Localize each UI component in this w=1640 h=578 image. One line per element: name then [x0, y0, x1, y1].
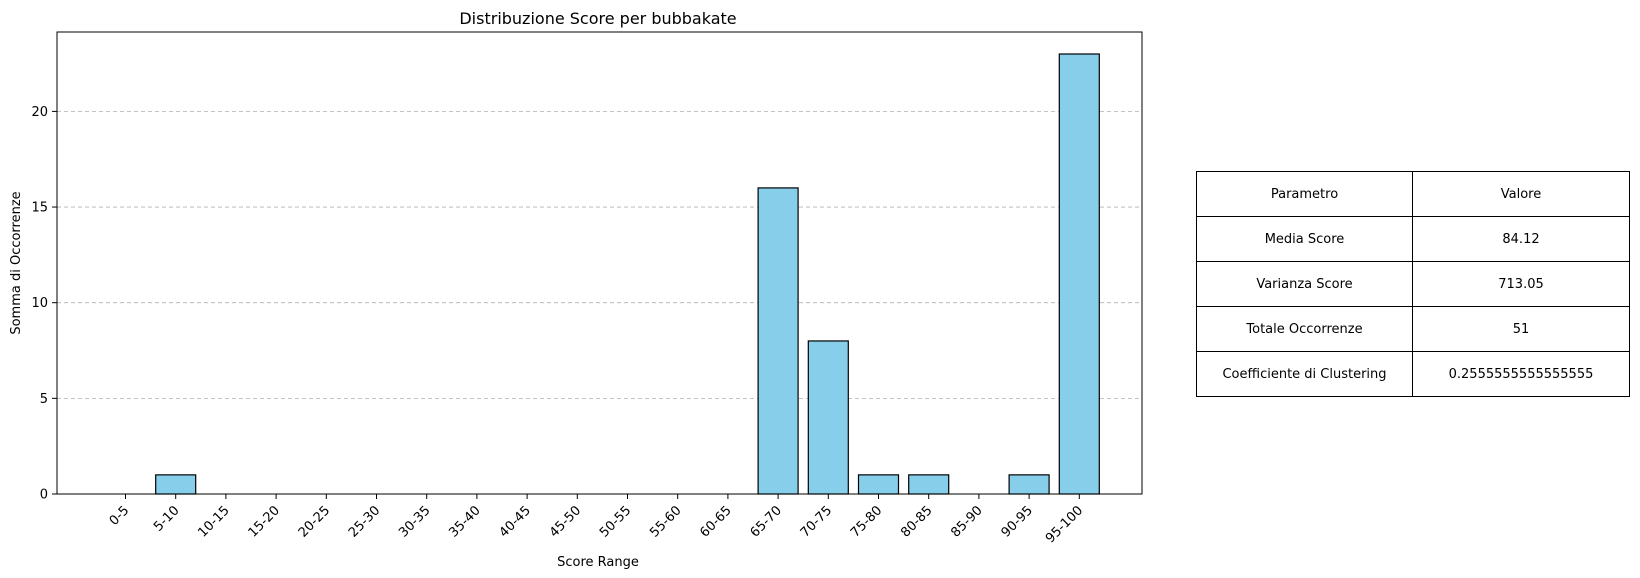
x-tick-label: 50-55: [597, 503, 634, 540]
x-tick-label: 55-60: [647, 503, 684, 540]
x-tick-label: 95-100: [1043, 503, 1086, 546]
bar-80-85: [908, 474, 950, 495]
x-tick-label: 85-90: [948, 503, 985, 540]
bars: [155, 53, 1100, 495]
table-row: Coefficiente di Clustering 0.25555555555…: [1195, 351, 1630, 397]
grid-lines: [57, 110, 1142, 399]
x-tick-label: 0-5: [107, 503, 133, 529]
chart-title: Distribuzione Score per bubbakate: [459, 9, 736, 28]
table-cell-value: 713.05: [1412, 261, 1630, 307]
x-tick-label: 80-85: [898, 503, 935, 540]
table-header-value: Valore: [1412, 171, 1630, 217]
x-tick-label: 15-20: [246, 503, 283, 540]
x-tick-label: 25-30: [346, 503, 383, 540]
plot-frame: [56, 31, 1143, 495]
table-cell-param: Coefficiente di Clustering: [1195, 351, 1414, 397]
x-tick-label: 5-10: [151, 503, 182, 534]
x-tick-label: 90-95: [999, 503, 1036, 540]
bar-75-80: [857, 474, 900, 495]
table-cell-param: Totale Occorrenze: [1195, 306, 1414, 352]
table-header-row: Parametro Valore: [1195, 171, 1630, 217]
table-cell-param: Varianza Score: [1195, 261, 1414, 307]
y-tick-label: 15: [31, 201, 48, 216]
bar-65-70: [757, 187, 799, 495]
table-header-param: Parametro: [1195, 171, 1414, 217]
x-axis-label: Score Range: [557, 555, 639, 570]
x-tick-label: 20-25: [296, 503, 333, 540]
x-tick-label: 40-45: [497, 503, 534, 540]
bar-95-100: [1058, 53, 1100, 495]
y-tick-label: 0: [40, 488, 48, 503]
x-tick-label: 75-80: [848, 503, 885, 540]
x-tick-label: 65-70: [748, 503, 785, 540]
table-row: Totale Occorrenze 51: [1195, 306, 1630, 352]
x-tick-label: 70-75: [798, 503, 835, 540]
bar-70-75: [807, 340, 849, 495]
bar-90-95: [1008, 474, 1050, 495]
table-cell-value: 0.2555555555555555: [1412, 351, 1630, 397]
x-tick-labels: 0-5 5-10 10-15 15-20 20-25 25-30 30-35 35-40 40-…: [107, 503, 1086, 546]
table-row: Media Score 84.12: [1195, 216, 1630, 262]
table-cell-value: 84.12: [1412, 216, 1630, 262]
y-tick-label: 10: [31, 296, 48, 311]
table-cell-param: Media Score: [1195, 216, 1414, 262]
y-axis-label: Somma di Occorrenze: [9, 191, 24, 334]
x-tick-label: 45-50: [547, 503, 584, 540]
y-tick-labels: 0 5 10 15 20: [31, 105, 48, 503]
x-tick-label: 30-35: [396, 503, 433, 540]
table-row: Varianza Score 713.05: [1195, 261, 1630, 307]
y-tick-label: 5: [40, 392, 48, 407]
x-tick-label: 10-15: [195, 503, 232, 540]
table-cell-value: 51: [1412, 306, 1630, 352]
axes: [52, 31, 1143, 499]
x-tick-label: 60-65: [697, 503, 734, 540]
bar-5-10: [155, 474, 197, 495]
y-tick-label: 20: [31, 105, 48, 120]
stats-table: Parametro Valore Media Score 84.12 Varia…: [1195, 171, 1630, 397]
x-tick-label: 35-40: [446, 503, 483, 540]
